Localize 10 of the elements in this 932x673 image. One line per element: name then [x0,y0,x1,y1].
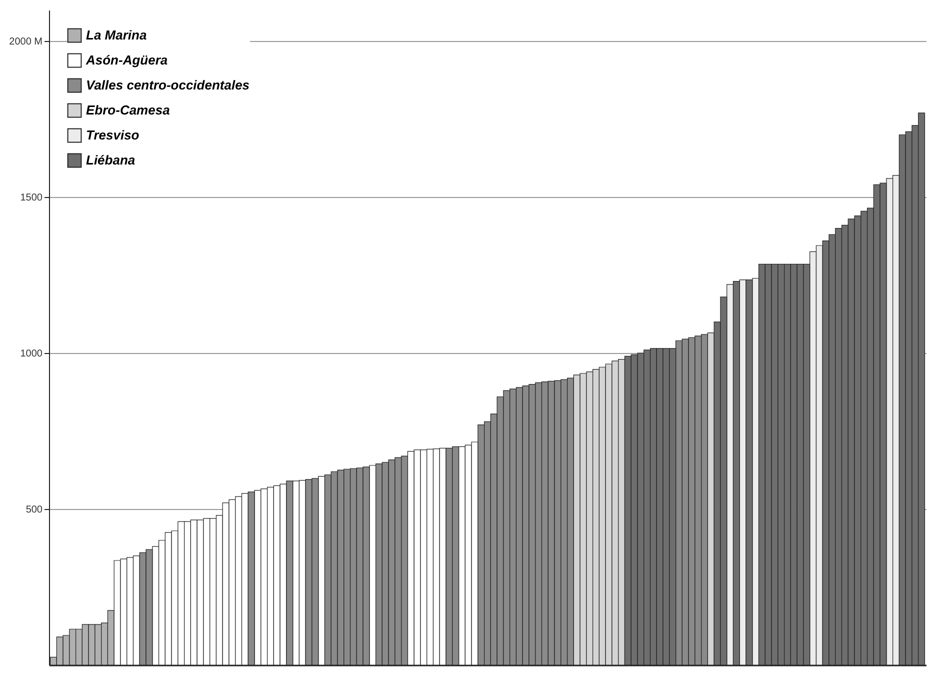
legend-label: Valles centro-occidentales [86,78,250,92]
y-tick-label: 2000 M [9,36,42,48]
legend-label: Asón-Agüera [85,52,168,68]
legend-label: Tresviso [86,128,140,142]
y-tick-label: 1000 [20,348,43,360]
legend-label: Liébana [86,152,136,168]
legend-label: Ebro-Camesa [86,102,170,118]
y-tick-label: 500 [26,504,43,516]
y-tick-label: 1500 [20,192,43,204]
legend-label: La Marina [86,28,147,42]
